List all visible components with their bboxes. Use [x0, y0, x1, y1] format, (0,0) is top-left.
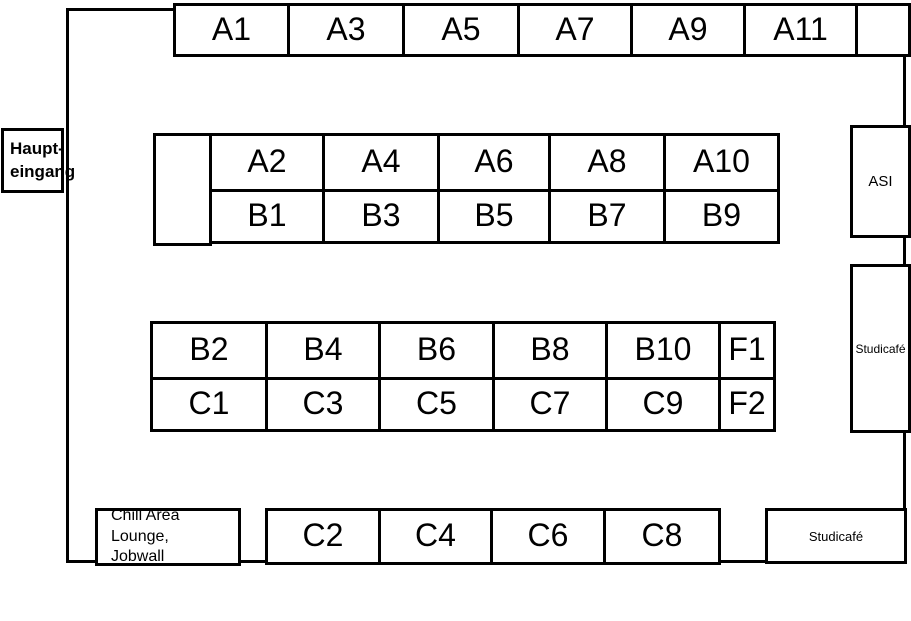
booth-label: C1	[188, 385, 230, 421]
booth-f2: F2	[718, 377, 776, 432]
studicafe-side-label: Studicafé	[855, 341, 906, 356]
booth-f1: F1	[718, 321, 776, 380]
booth-c8: C8	[603, 508, 721, 565]
booth-label: A11	[773, 10, 828, 47]
entrance-line-2: eingang	[10, 161, 76, 181]
booth-c1: C1	[150, 377, 268, 432]
booth-b8: B8	[492, 321, 608, 380]
booth-label: B8	[530, 331, 570, 367]
booth-a10: A10	[663, 133, 780, 192]
booth-label: F1	[728, 331, 766, 367]
booth-top-empty	[855, 3, 911, 57]
booth-a2: A2	[209, 133, 325, 192]
booth-label: B9	[701, 197, 742, 233]
studicafe-side-room: Studicafé	[850, 264, 911, 433]
booth-label: B3	[361, 197, 401, 233]
booth-a8: A8	[548, 133, 666, 192]
studicafe-bottom-room: Studicafé	[765, 508, 907, 564]
booth-label: C4	[415, 517, 456, 553]
main-entrance-label: Haupt- eingang	[1, 128, 75, 193]
booth-a5: A5	[402, 3, 520, 57]
booth-c7: C7	[492, 377, 608, 432]
hall-outline	[66, 8, 906, 563]
booth-a7: A7	[517, 3, 633, 57]
booth-b7: B7	[548, 189, 666, 244]
booth-label: A6	[474, 143, 514, 179]
booth-label: A8	[587, 143, 627, 179]
booth-label: C3	[302, 385, 344, 421]
booth-label: C8	[641, 517, 683, 553]
upper-block-empty-cell	[153, 133, 212, 246]
booth-label: C6	[527, 517, 569, 553]
booth-b2: B2	[150, 321, 268, 380]
booth-b4: B4	[265, 321, 381, 380]
asi-room: ASI	[850, 125, 911, 238]
booth-label: C9	[642, 385, 684, 421]
booth-label: A2	[247, 143, 287, 179]
booth-a6: A6	[437, 133, 551, 192]
booth-label: B1	[247, 197, 287, 233]
booth-c9: C9	[605, 377, 721, 432]
booth-c4: C4	[378, 508, 493, 565]
booth-a1: A1	[173, 3, 290, 57]
booth-label: C5	[416, 385, 457, 421]
booth-b10: B10	[605, 321, 721, 380]
booth-a4: A4	[322, 133, 440, 192]
booth-a3: A3	[287, 3, 405, 57]
booth-label: C7	[529, 385, 571, 421]
booth-label: B7	[587, 197, 627, 233]
booth-b5: B5	[437, 189, 551, 244]
asi-label: ASI	[868, 173, 893, 190]
booth-label: F2	[728, 385, 766, 421]
booth-label: A9	[668, 10, 708, 47]
booth-label: C2	[302, 517, 344, 553]
booth-label: A3	[326, 10, 366, 47]
booth-a11: A11	[743, 3, 858, 57]
booth-b1: B1	[209, 189, 325, 244]
chill-area-line-2: Jobwall	[111, 548, 165, 566]
booth-b3: B3	[322, 189, 440, 244]
booth-label: A7	[555, 10, 595, 47]
chill-area-lounge-jobwall: Chill Area Lounge, Jobwall	[95, 506, 241, 566]
entrance-line-1: Haupt-	[10, 139, 64, 159]
booth-label: B10	[634, 331, 692, 367]
booth-label: A10	[693, 143, 750, 179]
booth-label: A4	[361, 143, 401, 179]
booth-a9: A9	[630, 3, 746, 57]
booth-c2: C2	[265, 508, 381, 565]
studicafe-bottom-label: Studicafé	[808, 528, 864, 544]
booth-label: B2	[189, 331, 229, 367]
booth-label: A5	[441, 10, 481, 47]
chill-area-line-1: Chill Area Lounge,	[111, 506, 180, 545]
booth-c5: C5	[378, 377, 495, 432]
booth-b6: B6	[378, 321, 495, 380]
booth-label: B4	[303, 331, 343, 367]
booth-label: B5	[474, 197, 514, 233]
booth-label: A1	[211, 10, 252, 47]
booth-c6: C6	[490, 508, 606, 565]
booth-b9: B9	[663, 189, 780, 244]
booth-label: B6	[416, 331, 457, 367]
booth-c3: C3	[265, 377, 381, 432]
